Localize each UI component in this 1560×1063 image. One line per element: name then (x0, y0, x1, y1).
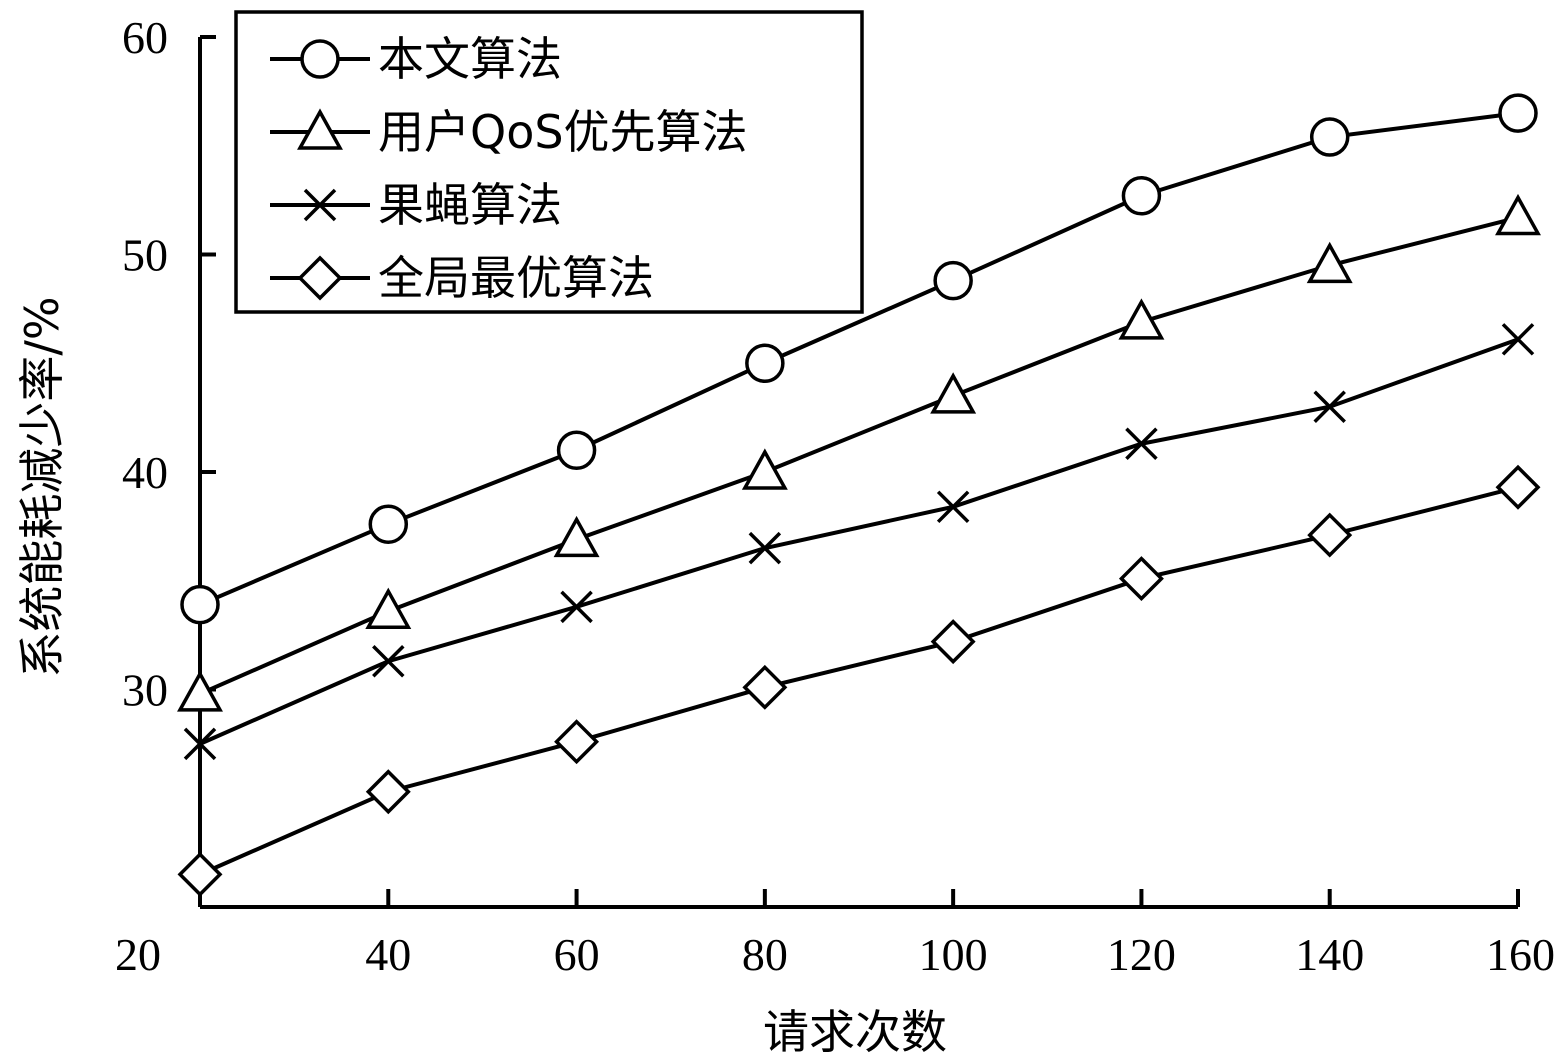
diamond-marker (930, 619, 976, 665)
x-marker (372, 644, 405, 678)
legend-label: 果蝇算法 (378, 178, 562, 232)
x-axis-title: 请求次数 (763, 1005, 947, 1059)
x-marker (1501, 323, 1535, 356)
diamond-marker (554, 719, 600, 765)
circle-marker (933, 260, 973, 301)
series-line (199, 337, 1519, 746)
x-tick-label: 140 (1295, 929, 1364, 980)
x-tick-label: 80 (742, 929, 788, 980)
diamond-marker (1307, 512, 1353, 558)
x-tick-label: 60 (554, 929, 600, 980)
x-marker (936, 490, 970, 524)
series-layer (177, 93, 1541, 897)
triangle-marker (365, 587, 412, 629)
circle-marker (300, 39, 340, 79)
series-line (199, 485, 1519, 877)
y-tick-label: 50 (122, 230, 168, 281)
legend-item: 果蝇算法 (270, 178, 562, 232)
x-tick-label: 100 (919, 929, 988, 980)
x-tick-label: 120 (1107, 929, 1176, 980)
x-marker (303, 188, 337, 222)
x-tick-label: 40 (365, 929, 411, 980)
series-line (199, 215, 1519, 696)
legend-label: 全局最优算法 (378, 251, 654, 305)
diamond-marker (177, 851, 223, 897)
legend-label: 用户QoS优先算法 (378, 105, 748, 159)
y-axis-title: 系统能耗减少率/% (15, 296, 69, 677)
triangle-marker (1306, 241, 1353, 284)
series-4 (177, 464, 1541, 897)
diamond-marker (1118, 556, 1164, 602)
triangle-marker (741, 448, 788, 490)
triangle-marker (930, 372, 977, 414)
diamond-marker (742, 664, 788, 710)
x-marker (560, 590, 593, 624)
y-tick-label: 30 (122, 665, 168, 716)
circle-marker (556, 430, 597, 470)
x-marker (748, 531, 782, 565)
circle-marker (368, 504, 409, 544)
triangle-marker (1118, 298, 1165, 340)
x-tick-label: 160 (1486, 929, 1555, 980)
x-marker (1313, 390, 1346, 423)
x-marker (183, 727, 217, 761)
x-tick-label: 20 (115, 929, 161, 980)
triangle-marker (1495, 193, 1541, 236)
series-2 (177, 193, 1541, 712)
y-tick-label: 40 (122, 447, 168, 498)
triangle-marker (177, 670, 223, 712)
circle-marker (180, 584, 220, 625)
series-line (199, 111, 1519, 607)
chart-axes: 30 40 50 60 20 40 60 80 100 120 140 160 (115, 12, 1555, 980)
diamond-marker (1495, 464, 1541, 510)
legend-item: 本文算法 (270, 32, 562, 86)
legend-item: 全局最优算法 (270, 251, 654, 305)
series-1 (180, 93, 1538, 625)
circle-marker (1309, 117, 1350, 157)
y-tick-label: 60 (122, 12, 168, 63)
triangle-marker (297, 108, 343, 150)
x-marker (1125, 427, 1158, 460)
circle-marker (1121, 176, 1162, 216)
legend-item: 用户QoS优先算法 (270, 105, 748, 159)
legend-box (234, 10, 864, 314)
diamond-marker (365, 769, 411, 815)
circle-marker (745, 343, 785, 383)
legend-label: 本文算法 (378, 32, 562, 86)
diamond-marker (297, 255, 343, 301)
series-3 (183, 323, 1535, 761)
circle-marker (1498, 93, 1538, 133)
triangle-marker (553, 515, 600, 558)
